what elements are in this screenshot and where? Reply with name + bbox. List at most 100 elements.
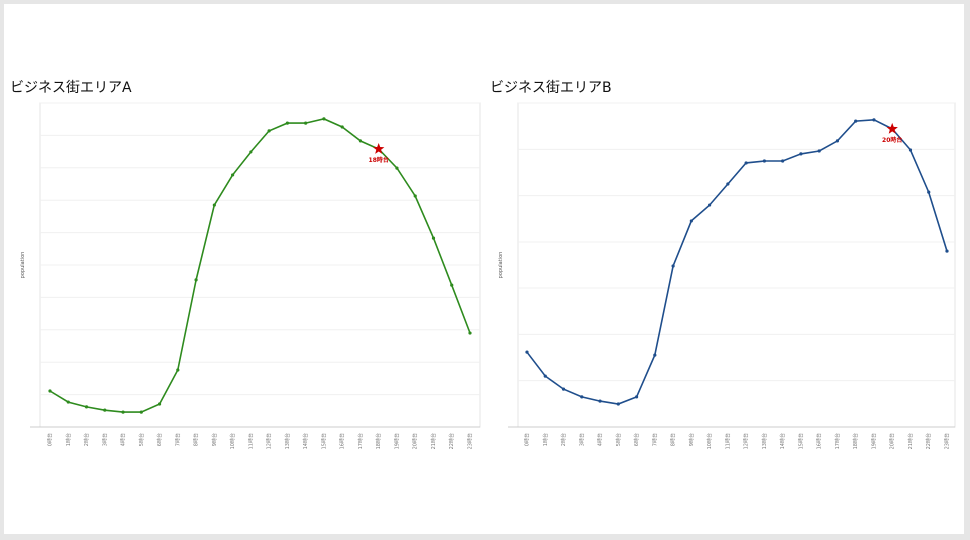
point	[653, 353, 657, 357]
point	[908, 148, 913, 152]
x-tick-label: 7時台	[174, 433, 181, 446]
card	[4, 4, 964, 534]
point	[285, 121, 289, 125]
point	[945, 249, 949, 253]
point	[854, 119, 858, 123]
x-tick-label: 12時台	[266, 433, 273, 449]
x-tick-label: 21時台	[430, 433, 437, 449]
x-tick-label: 16時台	[339, 433, 346, 449]
point	[157, 402, 162, 406]
x-tick-label: 6時台	[156, 433, 163, 446]
x-tick-label: 15時台	[320, 433, 327, 449]
point	[726, 182, 730, 186]
point	[561, 387, 566, 391]
chart-title: ビジネス街エリアB	[490, 80, 612, 96]
x-tick-label: 7時台	[651, 433, 658, 446]
point	[468, 331, 472, 335]
point	[817, 149, 821, 153]
point	[84, 405, 89, 409]
series-line	[49, 118, 471, 413]
x-tick-label: 8時台	[193, 433, 200, 446]
point	[231, 173, 235, 177]
x-tick-label: 21時台	[907, 433, 914, 449]
point	[580, 395, 584, 399]
annotation-label: 18時台	[369, 156, 389, 164]
point	[413, 194, 417, 198]
x-tick-label: 22時台	[448, 433, 455, 449]
x-tick-label: 19時台	[870, 433, 877, 449]
point	[671, 264, 675, 268]
point	[450, 283, 454, 287]
point	[927, 190, 931, 194]
x-tick-label: 2時台	[83, 433, 90, 446]
series-line	[526, 118, 948, 405]
y-axis-label: population	[20, 252, 26, 279]
x-tick-label: 23時台	[944, 433, 951, 449]
point	[689, 219, 693, 223]
y-axis-label: population	[498, 252, 504, 279]
annotation-label: 20時台	[882, 136, 902, 144]
x-tick-label: 11時台	[724, 433, 731, 449]
x-tick-label: 3時台	[101, 433, 108, 446]
x-tick-label: 3時台	[578, 433, 585, 446]
annotation-star	[886, 122, 898, 134]
x-tick-label: 6時台	[633, 433, 640, 446]
x-tick-label: 2時台	[560, 433, 567, 446]
point	[66, 400, 70, 404]
x-tick-label: 0時台	[524, 433, 531, 446]
x-tick-label: 13時台	[761, 433, 768, 449]
point	[781, 159, 785, 163]
x-tick-label: 11時台	[247, 433, 254, 449]
point	[212, 203, 216, 207]
x-tick-label: 10時台	[229, 433, 236, 449]
x-tick-label: 1時台	[65, 433, 72, 446]
x-tick-label: 14時台	[302, 433, 309, 449]
point	[304, 121, 308, 125]
point	[762, 159, 766, 163]
x-tick-label: 9時台	[211, 433, 218, 446]
x-tick-label: 17時台	[834, 433, 841, 449]
x-tick-label: 4時台	[120, 433, 127, 446]
x-tick-label: 17時台	[357, 433, 364, 449]
x-tick-label: 20時台	[412, 433, 419, 449]
x-tick-label: 5時台	[138, 433, 145, 446]
point	[322, 117, 326, 121]
x-tick-label: 14時台	[779, 433, 786, 449]
point	[525, 350, 529, 354]
point	[744, 161, 748, 165]
point	[598, 399, 602, 403]
x-tick-label: 18時台	[375, 433, 382, 449]
x-tick-label: 5時台	[615, 433, 622, 446]
point	[249, 150, 253, 154]
x-tick-label: 18時台	[852, 433, 859, 449]
plot-frame	[517, 102, 956, 428]
point	[48, 389, 52, 393]
x-tick-label: 0時台	[47, 433, 54, 446]
x-tick-label: 10時台	[706, 433, 713, 449]
x-tick-label: 4時台	[597, 433, 604, 446]
point	[708, 203, 712, 207]
point	[616, 402, 620, 406]
point	[799, 152, 803, 156]
x-tick-label: 16時台	[816, 433, 823, 449]
point	[358, 139, 363, 143]
point	[176, 368, 180, 372]
point	[431, 236, 436, 240]
x-tick-label: 20時台	[889, 433, 896, 449]
point	[634, 395, 639, 399]
x-tick-label: 23時台	[467, 433, 474, 449]
x-tick-label: 8時台	[670, 433, 677, 446]
x-tick-label: 19時台	[393, 433, 400, 449]
point	[543, 374, 547, 378]
point	[395, 166, 399, 170]
point	[835, 139, 840, 143]
x-tick-label: 1時台	[542, 433, 549, 446]
x-tick-label: 9時台	[688, 433, 695, 446]
point	[267, 129, 271, 133]
x-tick-label: 15時台	[797, 433, 804, 449]
point	[139, 410, 143, 414]
point	[340, 125, 344, 129]
point	[194, 278, 198, 282]
annotation-star	[373, 143, 385, 154]
